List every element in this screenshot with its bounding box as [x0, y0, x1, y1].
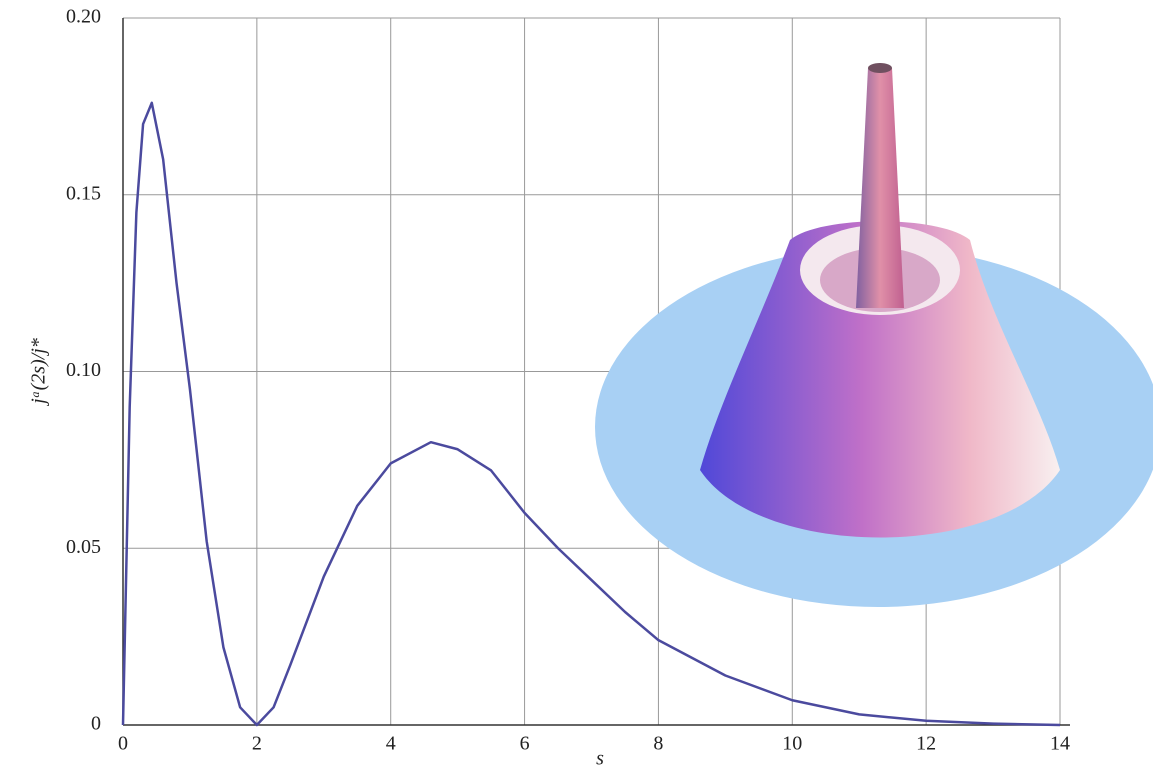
x-tick-label: 2: [252, 733, 262, 755]
x-tick-label: 14: [1050, 733, 1070, 755]
x-tick-label: 0: [118, 733, 128, 755]
y-tick-label: 0.15: [66, 182, 101, 204]
y-tick-label: 0: [91, 713, 101, 735]
y-axis-label: jᵃ(2s)/j*: [28, 338, 50, 407]
inset-cone: [700, 221, 1060, 538]
y-tick-label: 0.20: [66, 6, 101, 28]
x-tick-label: 12: [916, 733, 936, 755]
x-tick-label: 6: [520, 733, 530, 755]
x-tick-label: 10: [782, 733, 802, 755]
y-tick-label: 0.10: [66, 359, 101, 381]
inset-spike: [856, 68, 904, 308]
x-tick-label: 4: [386, 733, 396, 755]
y-tick-label: 0.05: [66, 536, 101, 558]
orbital-inset: [595, 63, 1153, 607]
line-series: [121, 101, 1061, 727]
inset-spike-top: [868, 63, 892, 73]
x-tick-label: 8: [653, 733, 663, 755]
x-axis-label: s: [596, 748, 604, 770]
